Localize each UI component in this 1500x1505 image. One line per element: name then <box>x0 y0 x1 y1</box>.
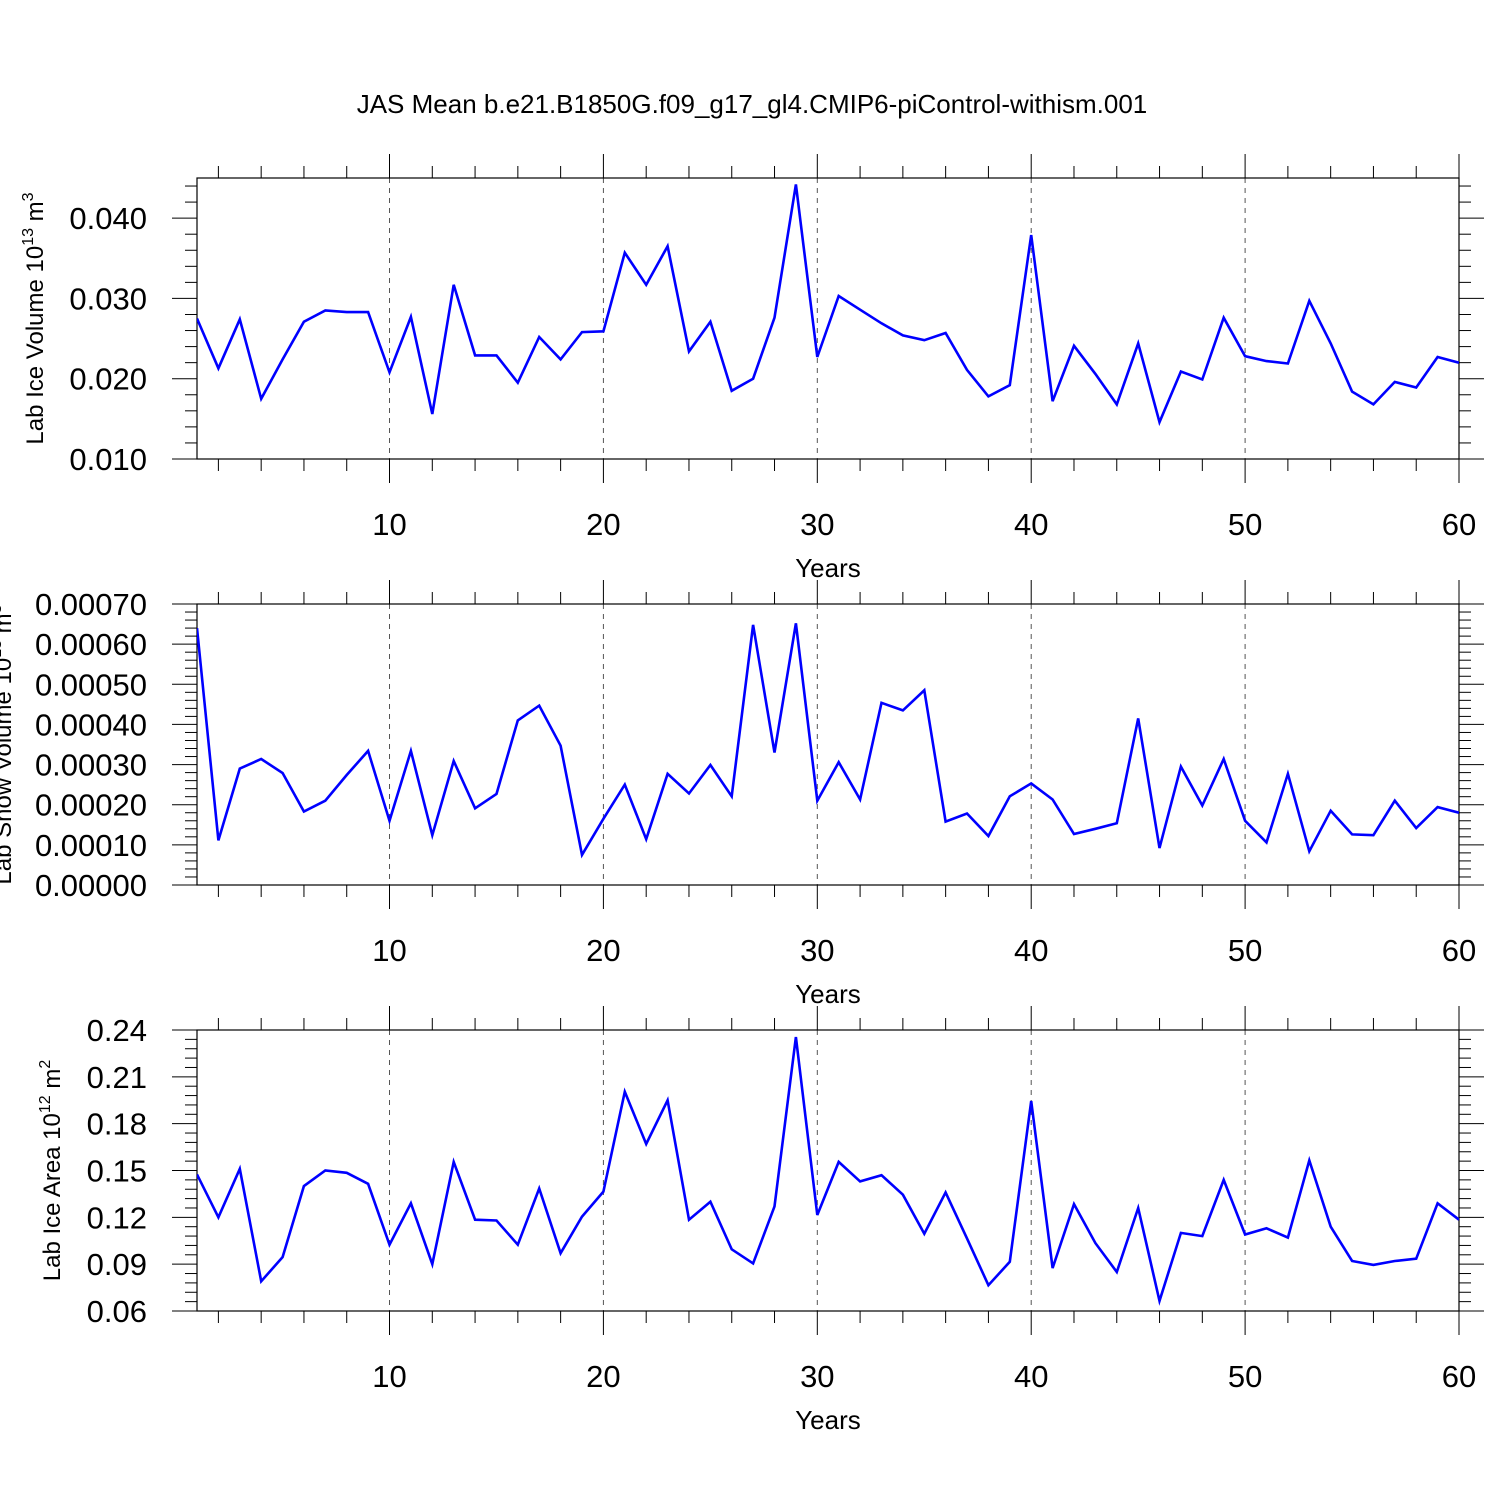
y-tick-label: 0.09 <box>87 1247 147 1282</box>
x-tick-label: 60 <box>1442 933 1476 968</box>
x-tick-label: 20 <box>586 507 620 542</box>
y-tick-label: 0.00050 <box>35 667 147 702</box>
x-tick-label: 50 <box>1228 933 1262 968</box>
y-tick-label: 0.010 <box>69 442 147 477</box>
y-tick-label: 0.21 <box>87 1060 147 1095</box>
x-tick-label: 40 <box>1014 507 1048 542</box>
x-tick-label: 50 <box>1228 1359 1262 1394</box>
y-tick-label: 0.12 <box>87 1200 147 1235</box>
figure-title: JAS Mean b.e21.B1850G.f09_g17_gl4.CMIP6-… <box>357 89 1148 119</box>
y-tick-label: 0.00070 <box>35 587 147 622</box>
y-tick-label: 0.030 <box>69 281 147 316</box>
x-axis-label: Years <box>795 1405 861 1435</box>
y-tick-label: 0.00060 <box>35 627 147 662</box>
y-tick-label: 0.00020 <box>35 788 147 823</box>
y-tick-label: 0.15 <box>87 1154 147 1189</box>
x-tick-label: 10 <box>372 507 406 542</box>
x-tick-label: 30 <box>800 507 834 542</box>
y-axis-label: Lab Ice Area 1012 m2 <box>37 1060 66 1282</box>
x-axis-label: Years <box>795 553 861 583</box>
y-tick-label: 0.00000 <box>35 868 147 903</box>
y-tick-label: 0.020 <box>69 362 147 397</box>
x-tick-label: 30 <box>800 933 834 968</box>
x-tick-label: 40 <box>1014 933 1048 968</box>
y-tick-label: 0.18 <box>87 1107 147 1142</box>
x-tick-label: 40 <box>1014 1359 1048 1394</box>
y-tick-label: 0.00030 <box>35 748 147 783</box>
x-tick-label: 50 <box>1228 507 1262 542</box>
y-tick-label: 0.00010 <box>35 828 147 863</box>
x-tick-label: 10 <box>372 933 406 968</box>
y-tick-label: 0.24 <box>87 1013 147 1048</box>
y-tick-label: 0.06 <box>87 1294 147 1329</box>
x-tick-label: 30 <box>800 1359 834 1394</box>
x-tick-label: 10 <box>372 1359 406 1394</box>
x-axis-label: Years <box>795 979 861 1009</box>
x-tick-label: 60 <box>1442 507 1476 542</box>
x-tick-label: 20 <box>586 1359 620 1394</box>
x-tick-label: 60 <box>1442 1359 1476 1394</box>
x-tick-label: 20 <box>586 933 620 968</box>
y-tick-label: 0.040 <box>69 201 147 236</box>
y-tick-label: 0.00040 <box>35 707 147 742</box>
